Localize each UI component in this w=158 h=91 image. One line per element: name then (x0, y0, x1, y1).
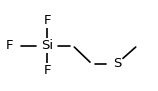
Text: F: F (6, 39, 13, 52)
Text: F: F (44, 65, 51, 77)
Text: Si: Si (41, 39, 53, 52)
Text: S: S (113, 57, 121, 70)
Text: F: F (44, 14, 51, 26)
